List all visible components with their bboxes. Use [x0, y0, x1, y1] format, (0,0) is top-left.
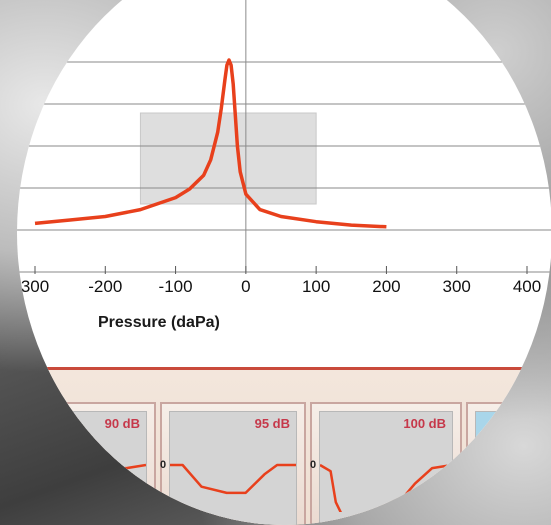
x-tick-label: 400 [512, 277, 542, 296]
reflex-screen: 90 dB 0 [44, 411, 147, 525]
tympanogram-curve [34, 58, 387, 229]
x-tick-label: -100 [158, 277, 193, 296]
reflex-screen: 95 dB 0 [160, 411, 297, 525]
x-tick-label: 100 [301, 277, 331, 296]
reflex-panel-next[interactable] [466, 402, 551, 525]
tympanogram-chart [17, 0, 551, 274]
reflex-curve-90 [50, 463, 146, 473]
reflex-panel-90[interactable]: 90 dB 0 [40, 402, 156, 525]
normal-range-box [139, 112, 317, 205]
x-tick-label: 0 [241, 277, 251, 296]
reflex-curve-line [50, 463, 146, 473]
reflex-curve-100 [320, 463, 452, 512]
reflex-screen: 100 dB 0 [310, 411, 453, 525]
reflex-panel-100[interactable]: 100 dB 0 [310, 402, 462, 525]
reflex-panel-95[interactable]: 95 dB 0 [160, 402, 306, 525]
x-tick-label: 300 [20, 277, 50, 296]
zero-tick: 0 [160, 459, 167, 471]
x-tick-label: 300 [442, 277, 471, 296]
zero-tick: 0 [44, 459, 51, 471]
reflex-curve-line [320, 463, 452, 512]
monitor-lens: 300 -200 -100 0 100 200 300 400 Pressure (daPa)… [17, 0, 551, 525]
reflex-curve-line [170, 463, 296, 495]
x-tick-label: 200 [372, 277, 401, 296]
panel-db-label: 90 dB [104, 416, 140, 431]
zero-tick: 0 [310, 459, 317, 471]
reflex-screen [475, 411, 551, 525]
panel-db-label: 100 dB [403, 416, 446, 431]
reflex-curve-95 [170, 463, 296, 495]
x-axis-label: Pressure (daPa) [98, 314, 220, 331]
x-tick-label: -200 [88, 277, 123, 296]
panel-db-label: 95 dB [254, 416, 290, 431]
